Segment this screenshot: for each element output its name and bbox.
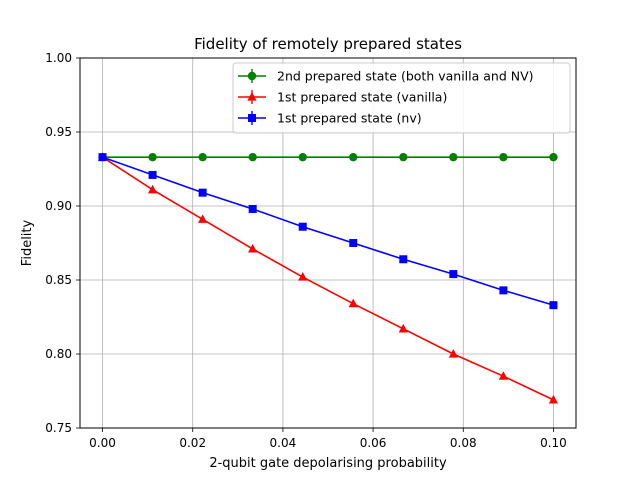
legend-item: 2nd prepared state (both vanilla and NV)	[238, 69, 534, 84]
data-point	[248, 152, 257, 162]
series-3	[98, 153, 558, 310]
data-point	[399, 255, 408, 264]
y-tick-label: 0.90	[45, 199, 72, 213]
data-point	[498, 371, 509, 380]
series-2	[97, 152, 559, 404]
y-tick-label: 1.00	[45, 51, 72, 65]
data-point	[548, 394, 559, 404]
chart-title: Fidelity of remotely prepared states	[194, 35, 462, 53]
data-point	[499, 152, 508, 162]
x-tick-label: 0.06	[360, 436, 387, 450]
data-point	[148, 170, 157, 179]
x-tick-label: 0.10	[540, 436, 567, 450]
legend-marker	[248, 114, 256, 122]
series-layer	[97, 152, 559, 404]
legend-marker	[247, 92, 257, 101]
data-point	[98, 153, 107, 162]
x-tick-label: 0.08	[450, 436, 477, 450]
data-point	[198, 214, 208, 223]
data-point	[399, 152, 408, 162]
legend-item: 1st prepared state (vanilla)	[238, 90, 447, 105]
data-point	[549, 301, 558, 310]
data-point	[298, 272, 308, 281]
data-point	[448, 349, 458, 358]
data-point	[148, 152, 157, 162]
data-point	[147, 184, 158, 194]
legend-box	[232, 62, 571, 134]
data-point	[248, 243, 258, 253]
legend-marker	[247, 71, 257, 81]
legend-label: 1st prepared state (vanilla)	[277, 90, 447, 105]
data-point	[449, 152, 458, 162]
series-line	[102, 156, 554, 306]
y-tick-label: 0.75	[45, 421, 72, 435]
legend-label: 1st prepared state (nv)	[277, 111, 422, 126]
data-point	[398, 323, 408, 333]
legend-label: 2nd prepared state (both vanilla and NV)	[277, 69, 534, 84]
data-point	[298, 222, 307, 231]
y-tick-label: 0.80	[45, 347, 72, 361]
x-tick-label: 0.00	[89, 436, 116, 450]
x-tick-label: 0.02	[179, 436, 206, 450]
data-point	[198, 152, 207, 162]
data-point	[449, 270, 458, 279]
y-tick-label: 0.85	[45, 273, 72, 287]
y-axis-label: Fidelity	[20, 219, 35, 266]
data-point	[499, 286, 508, 295]
plot-frame	[79, 57, 577, 429]
series-1	[98, 152, 558, 162]
y-tick-label: 0.95	[45, 125, 72, 139]
data-point	[349, 239, 358, 247]
data-point	[248, 204, 257, 213]
series-line	[102, 156, 554, 401]
legend-item: 1st prepared state (nv)	[238, 111, 422, 126]
data-point	[549, 152, 558, 162]
x-axis-label: 2-qubit gate depolarising probability	[209, 456, 447, 471]
legend: 2nd prepared state (both vanilla and NV)…	[232, 62, 571, 134]
data-point	[349, 152, 358, 162]
tick-layer: 0.00 0.02 0.04 0.06 0.08 0.10 0.75 0.80 0.85 0.90…	[45, 51, 567, 450]
data-point	[198, 188, 207, 197]
data-point	[298, 152, 307, 162]
x-tick-label: 0.04	[270, 436, 297, 450]
data-point	[348, 298, 358, 308]
